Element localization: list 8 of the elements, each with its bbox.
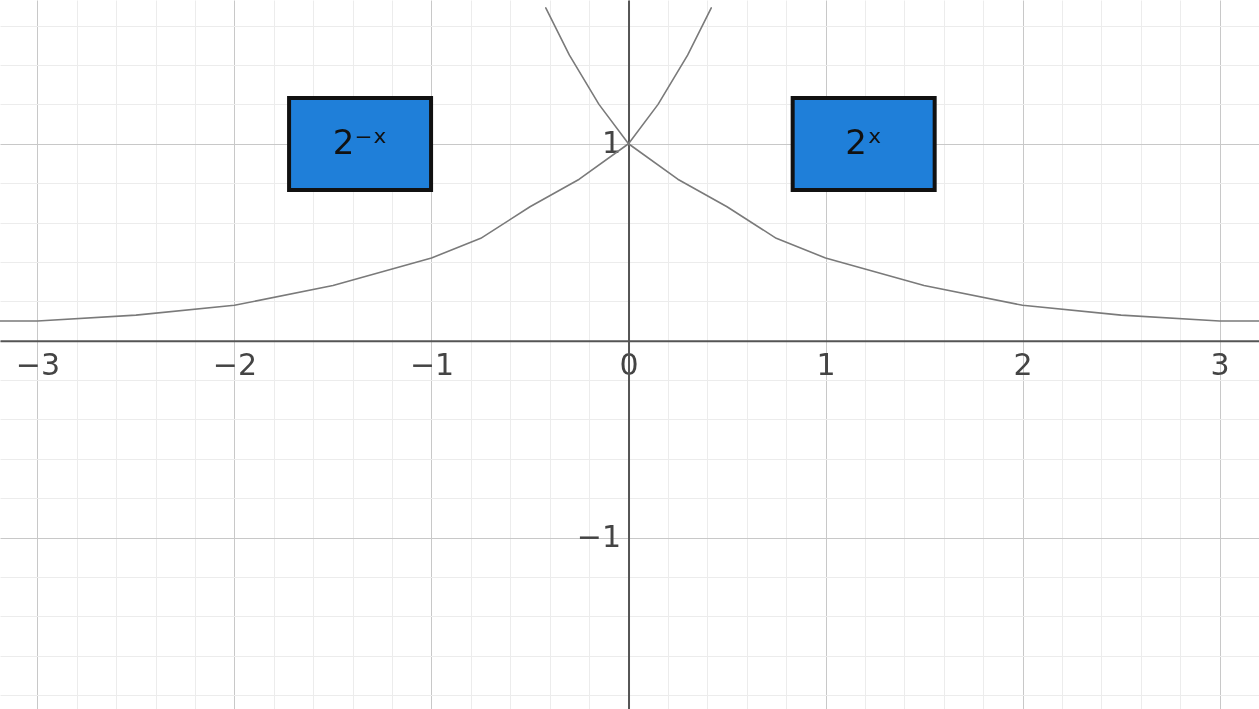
annotation: 2ˣ — [845, 121, 883, 162]
x-tick-label: 1 — [816, 347, 836, 383]
x-tick-label: 3 — [1210, 347, 1230, 383]
x-tick-label: −2 — [212, 347, 258, 383]
annotation: 2⁻ˣ — [332, 121, 388, 162]
x-tick-label: −3 — [15, 347, 61, 383]
x-tick-label: 2 — [1013, 347, 1033, 383]
x-tick-label: −1 — [409, 347, 455, 383]
